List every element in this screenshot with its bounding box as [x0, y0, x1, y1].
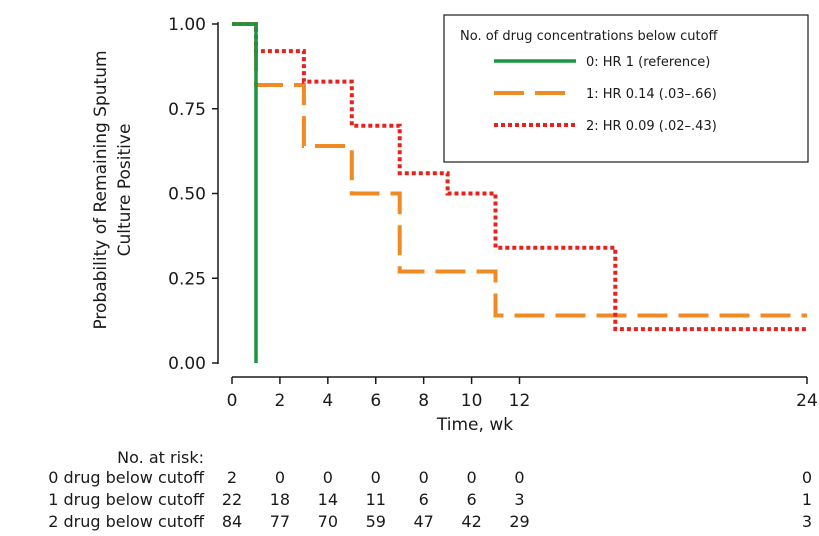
risk-row-label: 2 drug below cutoff [48, 512, 205, 531]
y-tick-label: 0.00 [168, 354, 206, 374]
risk-count: 0 [323, 468, 333, 487]
x-tick-label: 24 [796, 391, 818, 411]
risk-count: 0 [514, 468, 524, 487]
y-axis-title-line2: Culture Positive [115, 124, 135, 257]
risk-count: 77 [270, 512, 290, 531]
risk-count: 3 [802, 512, 812, 531]
risk-count: 29 [509, 512, 529, 531]
risk-count: 14 [318, 490, 338, 509]
x-tick-label: 8 [418, 391, 429, 411]
risk-count: 2 [227, 468, 237, 487]
risk-count: 59 [366, 512, 386, 531]
risk-count: 11 [366, 490, 386, 509]
survival-curves [232, 22, 807, 363]
x-tick-label: 4 [322, 391, 333, 411]
risk-row-label: 1 drug below cutoff [48, 490, 205, 509]
risk-count: 0 [371, 468, 381, 487]
y-axis-title-line1: Probability of Remaining Sputum [91, 50, 111, 329]
y-ticks: 0.00 0.25 0.50 0.75 1.00 [168, 15, 218, 374]
y-tick-label: 0.25 [168, 269, 206, 289]
risk-count: 6 [419, 490, 429, 509]
legend-label-0: 0: HR 1 (reference) [586, 55, 710, 70]
x-tick-label: 12 [509, 391, 531, 411]
risk-row-label: 0 drug below cutoff [48, 468, 205, 487]
x-tick-label: 6 [370, 391, 381, 411]
risk-count: 22 [222, 490, 242, 509]
legend-box [443, 14, 809, 163]
risk-count: 1 [802, 490, 812, 509]
y-tick-label: 1.00 [168, 15, 206, 35]
risk-count: 6 [466, 490, 476, 509]
series-0-curve [232, 22, 258, 363]
risk-count: 0 [275, 468, 285, 487]
risk-count: 0 [466, 468, 476, 487]
y-tick-label: 0.75 [168, 100, 206, 120]
x-ticks: 0 2 4 6 8 10 12 24 [227, 377, 818, 411]
risk-count: 3 [514, 490, 524, 509]
series-2-curve [232, 22, 807, 332]
risk-count: 18 [270, 490, 290, 509]
legend-title: No. of drug concentrations below cutoff [460, 29, 719, 44]
x-axis-title: Time, wk [436, 415, 513, 435]
risk-table: 0 drug below cutoff 2 0 0 0 0 0 0 0 1 drug below … [48, 468, 812, 531]
y-tick-label: 0.50 [168, 185, 206, 205]
series-1-curve [232, 22, 807, 318]
risk-count: 0 [802, 468, 812, 487]
x-tick-label: 10 [461, 391, 483, 411]
legend: No. of drug concentrations below cutoff … [443, 14, 809, 163]
risk-count: 70 [318, 512, 338, 531]
legend-label-2: 2: HR 0.09 (.02–.43) [586, 119, 717, 134]
risk-count: 84 [222, 512, 242, 531]
risk-count: 42 [461, 512, 481, 531]
risk-count: 47 [413, 512, 433, 531]
risk-table-heading: No. at risk: [117, 448, 204, 467]
x-tick-label: 2 [275, 391, 286, 411]
legend-entries: 0: HR 1 (reference) 1: HR 0.14 (.03–.66) 2… [494, 55, 717, 134]
risk-count: 0 [419, 468, 429, 487]
legend-label-1: 1: HR 0.14 (.03–.66) [586, 87, 717, 102]
x-tick-label: 0 [227, 391, 238, 411]
